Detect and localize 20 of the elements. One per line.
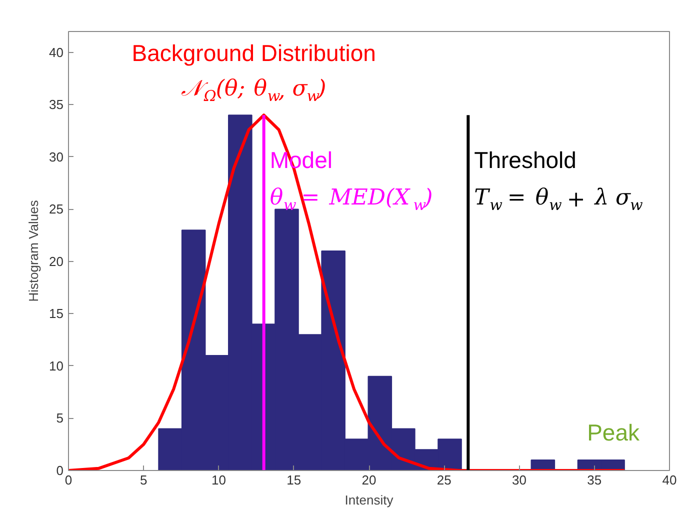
x-tick-label: 20 — [362, 472, 376, 488]
y-axis-title: Histogram Values — [26, 200, 42, 302]
x-tick-label: 35 — [587, 472, 602, 488]
x-tick-label: 15 — [286, 472, 302, 488]
y-tick-label: 10 — [49, 358, 64, 374]
y-tick-label: 0 — [56, 463, 64, 478]
x-tick-label: 25 — [436, 472, 452, 488]
y-tick-label: 35 — [49, 97, 64, 112]
x-axis-title: Intensity — [344, 492, 394, 508]
annotation: Peak — [587, 420, 640, 446]
y-tick-label: 15 — [49, 306, 64, 322]
x-tick-label: 30 — [512, 472, 526, 488]
y-tick-label: 5 — [56, 410, 64, 426]
x-tick-label: 10 — [212, 472, 226, 488]
y-tick-label: 30 — [49, 149, 64, 164]
y-tick-label: 40 — [49, 44, 64, 60]
x-tick-label: 5 — [140, 472, 148, 488]
y-tick-label: 20 — [49, 254, 64, 269]
y-tick-label: 25 — [49, 202, 64, 217]
x-tick-label: 40 — [662, 472, 677, 488]
